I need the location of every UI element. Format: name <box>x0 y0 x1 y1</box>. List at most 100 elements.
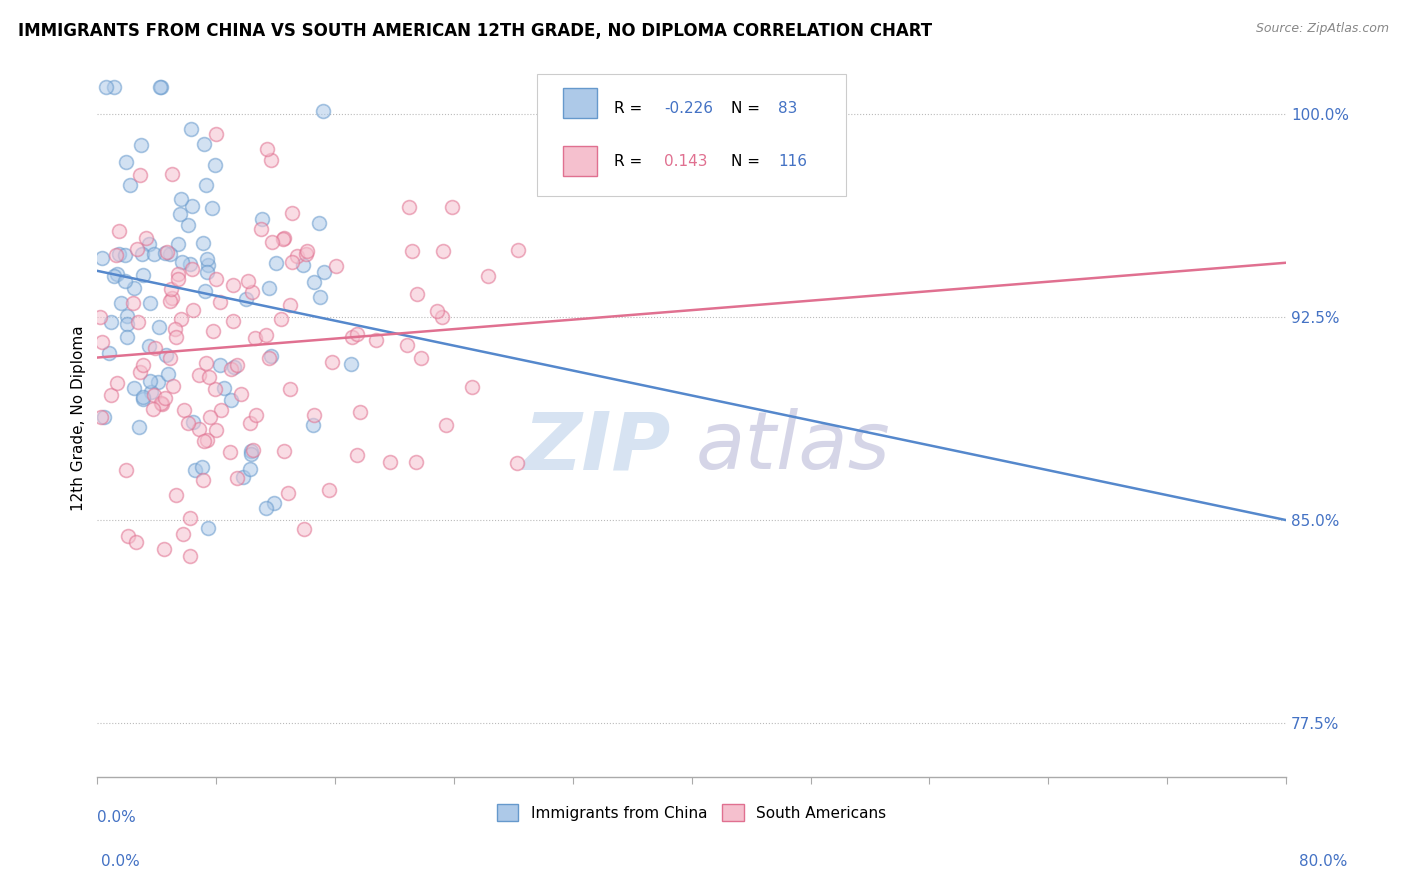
Point <box>250 211 273 226</box>
Text: -0.226: -0.226 <box>664 101 713 116</box>
Point <box>239 462 262 476</box>
Point <box>180 121 202 136</box>
Point <box>188 368 211 382</box>
Point <box>105 376 128 390</box>
Point <box>105 267 128 281</box>
Point <box>91 251 114 265</box>
Point <box>254 327 277 342</box>
Point <box>155 348 177 362</box>
Point <box>236 274 259 288</box>
Point <box>150 397 173 411</box>
Point <box>406 287 429 301</box>
Point <box>142 387 165 401</box>
Point <box>197 521 219 535</box>
Point <box>197 370 219 384</box>
Point <box>195 433 218 447</box>
Point <box>103 79 125 94</box>
Point <box>263 496 285 510</box>
Text: 80.0%: 80.0% <box>1299 854 1347 869</box>
Point <box>235 293 257 307</box>
Point <box>131 247 153 261</box>
Legend: Immigrants from China, South Americans: Immigrants from China, South Americans <box>498 804 886 822</box>
Point <box>115 309 138 323</box>
Point <box>240 285 263 299</box>
Point <box>132 268 155 282</box>
Point <box>281 206 304 220</box>
Text: Source: ZipAtlas.com: Source: ZipAtlas.com <box>1256 22 1389 36</box>
Point <box>115 317 138 331</box>
Point <box>149 395 172 409</box>
Point <box>204 158 226 172</box>
Point <box>103 269 125 284</box>
Point <box>325 259 347 273</box>
Text: R =: R = <box>614 101 648 116</box>
Point <box>260 235 283 250</box>
Point <box>342 330 364 344</box>
Point <box>138 237 160 252</box>
Point <box>159 246 181 260</box>
Point <box>132 390 155 404</box>
Point <box>149 79 172 94</box>
Point <box>159 293 181 308</box>
Point <box>318 483 340 498</box>
Point <box>312 104 335 119</box>
Point <box>179 549 201 563</box>
Point <box>179 511 201 525</box>
Point <box>162 378 184 392</box>
Point <box>295 244 318 259</box>
Point <box>108 223 131 237</box>
Point <box>285 249 308 263</box>
Text: 116: 116 <box>779 154 807 169</box>
Point <box>142 247 165 261</box>
Point <box>132 358 155 372</box>
Point <box>304 409 326 423</box>
Point <box>100 315 122 329</box>
Point <box>160 282 183 296</box>
Point <box>260 350 283 364</box>
Text: R =: R = <box>614 154 648 169</box>
Point <box>346 448 368 462</box>
Point <box>441 200 464 214</box>
Point <box>409 351 432 366</box>
Point <box>149 79 172 94</box>
Point <box>260 153 283 167</box>
Point <box>98 346 121 360</box>
Point <box>181 302 204 317</box>
Text: atlas: atlas <box>696 409 890 486</box>
Point <box>191 235 214 250</box>
Point <box>165 488 187 502</box>
Point <box>378 455 401 469</box>
Point <box>224 360 246 375</box>
Point <box>204 383 226 397</box>
Point <box>90 410 112 425</box>
Point <box>129 168 152 182</box>
Point <box>96 80 118 95</box>
Point <box>432 244 454 259</box>
Point <box>321 355 343 369</box>
Point <box>163 322 186 336</box>
Point <box>124 381 146 395</box>
Point <box>183 415 205 429</box>
Point <box>426 303 449 318</box>
Point <box>118 178 141 193</box>
Point <box>127 315 149 329</box>
Point <box>273 231 295 245</box>
Point <box>193 434 215 449</box>
Point <box>177 417 200 431</box>
Point <box>121 296 143 310</box>
Text: ZIP: ZIP <box>523 409 671 486</box>
Point <box>165 329 187 343</box>
Point <box>169 192 191 206</box>
Point <box>191 474 214 488</box>
Point <box>195 265 218 279</box>
Point <box>308 216 330 230</box>
Point <box>153 541 176 556</box>
Point <box>181 262 204 277</box>
Point <box>104 248 127 262</box>
Point <box>339 357 361 371</box>
Text: 0.143: 0.143 <box>664 154 707 169</box>
Point <box>309 290 332 304</box>
Text: 0.0%: 0.0% <box>101 854 141 869</box>
Point <box>205 127 228 141</box>
FancyBboxPatch shape <box>564 145 596 176</box>
